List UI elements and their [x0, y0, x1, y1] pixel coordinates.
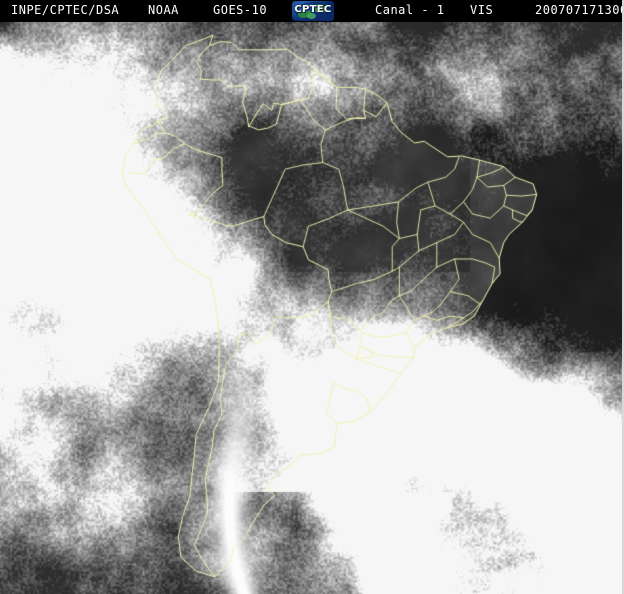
satellite-label: GOES-10	[213, 3, 268, 17]
cptec-wordmark: CPTEC	[294, 4, 332, 15]
channel-label: Canal - 1	[375, 3, 445, 17]
timestamp-label: 200707171300	[535, 3, 624, 17]
agency-label: INPE/CPTEC/DSA	[11, 3, 120, 17]
band-label: VIS	[470, 3, 494, 17]
data-source-label: NOAA	[148, 3, 179, 17]
globe-landmass-icon	[307, 13, 316, 19]
satellite-imagery-panel	[0, 22, 624, 594]
cptec-globe-logo: CPTEC	[292, 1, 334, 21]
satellite-image-canvas	[0, 22, 624, 594]
globe-landmass-icon	[298, 10, 311, 18]
globe-landmass-icon	[314, 4, 326, 13]
image-header-bar: INPE/CPTEC/DSA NOAA GOES-10 CPTEC Canal …	[0, 0, 624, 22]
